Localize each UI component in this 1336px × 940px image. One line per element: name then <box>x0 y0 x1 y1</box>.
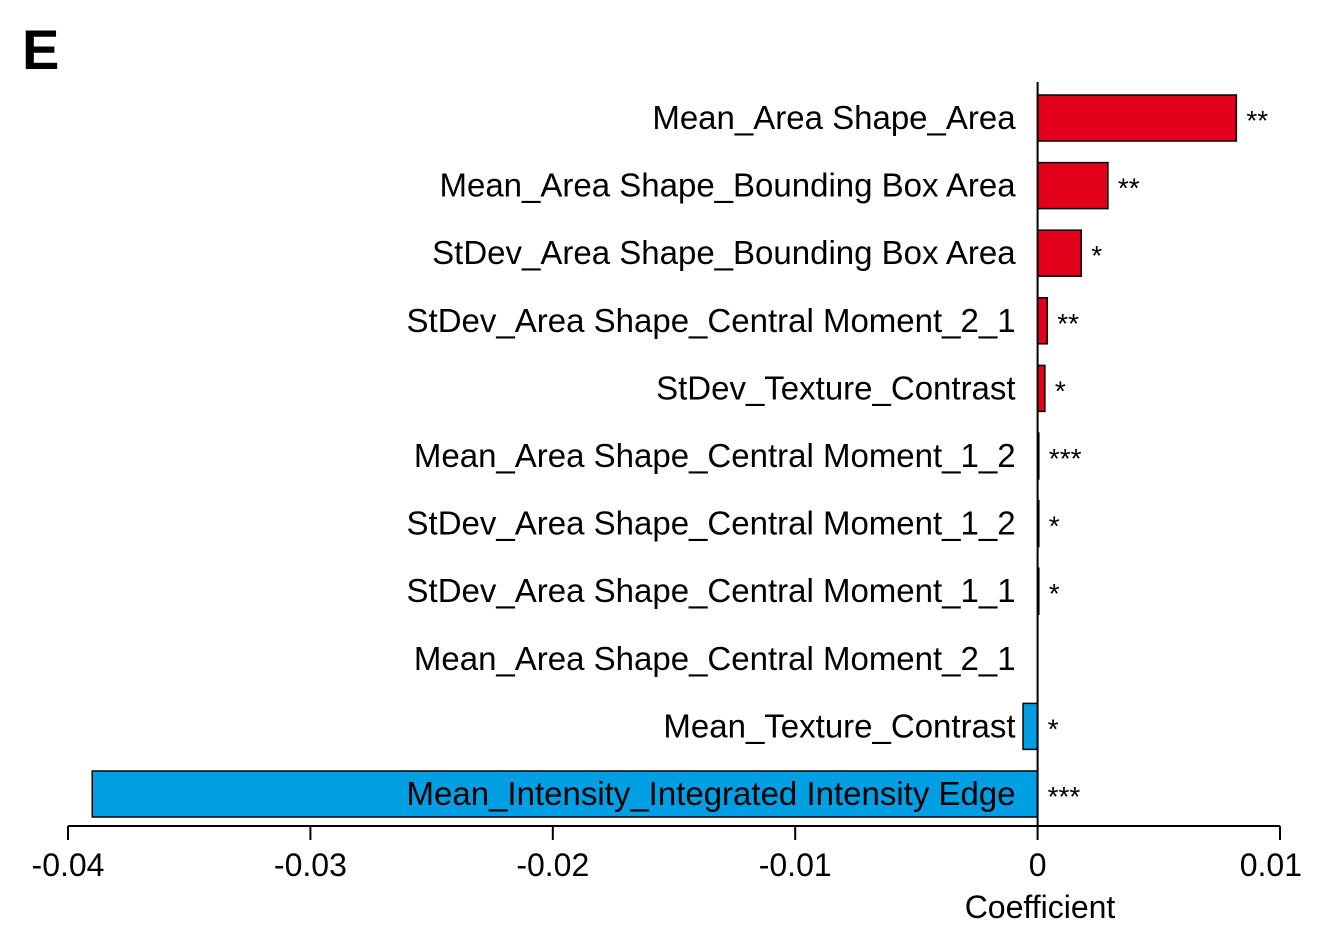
category-labels-layer: Mean_Area Shape_Area Mean_Area Shape_Boun… <box>407 99 1017 812</box>
category-label: StDev_Area Shape_Central Moment_1_2 <box>407 505 1016 542</box>
bar-9 <box>1022 702 1039 751</box>
category-label: StDev_Texture_Contrast <box>656 369 1016 406</box>
category-label: Mean_Area Shape_Central Moment_2_1 <box>414 640 1016 677</box>
x-tick-label: 0.01 <box>1240 847 1302 883</box>
significance-marker: * <box>1048 713 1059 744</box>
bar-0 <box>1036 94 1238 142</box>
bar-10 <box>91 770 1039 818</box>
category-label: Mean_Area Shape_Bounding Box Area <box>439 167 1016 204</box>
x-tick-label: -0.03 <box>274 847 347 883</box>
bar-4 <box>1036 364 1046 413</box>
x-tick-label: -0.04 <box>32 847 105 883</box>
significance-marker: *** <box>1048 781 1081 812</box>
significance-marker: ** <box>1057 308 1079 339</box>
significance-marker: * <box>1055 375 1066 406</box>
significance-layer: ***************** <box>1048 105 1269 812</box>
category-label: StDev_Area Shape_Central Moment_1_1 <box>407 572 1016 609</box>
x-tick-label: 0 <box>1029 847 1047 883</box>
bar-1 <box>1036 161 1109 210</box>
x-tick-label: -0.02 <box>516 847 589 883</box>
bar-2 <box>1036 229 1082 277</box>
bar-3 <box>1036 297 1049 345</box>
x-tick-label: -0.01 <box>759 847 832 883</box>
x-axis-label: Coefficient <box>965 889 1116 925</box>
significance-marker: *** <box>1049 443 1082 474</box>
significance-marker: * <box>1049 511 1060 542</box>
significance-marker: * <box>1091 240 1102 271</box>
significance-marker: * <box>1049 578 1060 609</box>
significance-marker: ** <box>1246 105 1268 136</box>
x-axis: -0.04 -0.03 -0.02 -0.01 0 0.01 <box>32 82 1302 883</box>
category-label: Mean_Area Shape_Area <box>652 99 1016 136</box>
panel-label: E <box>22 18 60 81</box>
category-label: StDev_Area Shape_Central Moment_2_1 <box>407 302 1016 339</box>
category-label: Mean_Intensity_Integrated Intensity Edge <box>407 775 1016 812</box>
category-label: StDev_Area Shape_Bounding Box Area <box>432 234 1016 271</box>
significance-marker: ** <box>1118 173 1140 204</box>
category-label: Mean_Texture_Contrast <box>663 707 1015 744</box>
category-label: Mean_Area Shape_Central Moment_1_2 <box>414 437 1016 474</box>
